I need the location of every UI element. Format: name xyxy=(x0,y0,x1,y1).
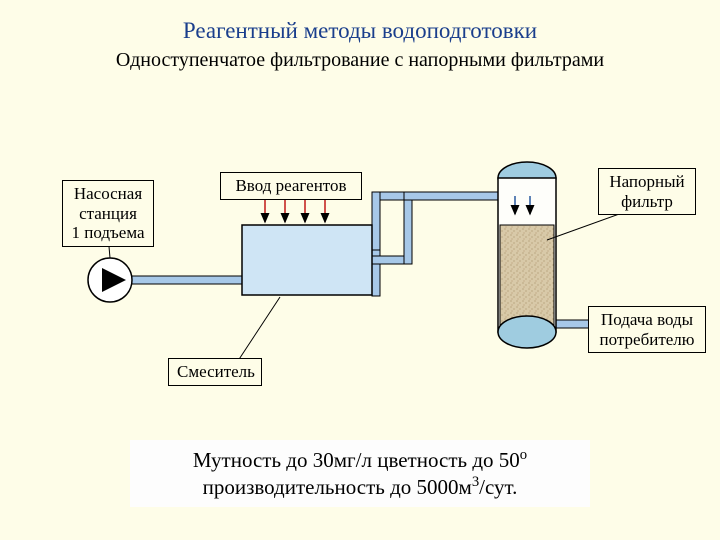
pressure-filter xyxy=(498,162,556,348)
output-label-text: Подача воды потребителю xyxy=(600,310,695,349)
output-label: Подача воды потребителю xyxy=(588,306,706,353)
pipe-seg xyxy=(404,192,498,200)
pipe-mixer-to-filter xyxy=(372,192,498,296)
reagents-label-text: Ввод реагентов xyxy=(235,176,346,195)
spec-line2a: производительность до 5000м xyxy=(203,475,472,499)
pump-label: Насосная станция 1 подъема xyxy=(62,180,154,247)
spec-sup1: о xyxy=(520,447,527,463)
spec-box: Мутность до 30мг/л цветность до 50о прои… xyxy=(130,440,590,507)
mixer-box xyxy=(242,225,372,295)
reagents-label: Ввод реагентов xyxy=(220,172,362,200)
mixer-label: Смеситель xyxy=(168,358,262,386)
mixer-label-text: Смеситель xyxy=(177,362,255,381)
pump-label-text: Насосная станция 1 подъема xyxy=(71,184,144,242)
spec-line2b: /сут. xyxy=(479,475,517,499)
filter-label: Напорный фильтр xyxy=(598,168,696,215)
pump-symbol xyxy=(88,258,132,302)
pipe-seg xyxy=(404,192,412,264)
filter-label-text: Напорный фильтр xyxy=(609,172,684,211)
reagent-arrows xyxy=(265,198,325,222)
pipe-pump-to-mixer xyxy=(132,276,242,284)
spec-line1: Мутность до 30мг/л цветность до 50 xyxy=(193,448,520,472)
